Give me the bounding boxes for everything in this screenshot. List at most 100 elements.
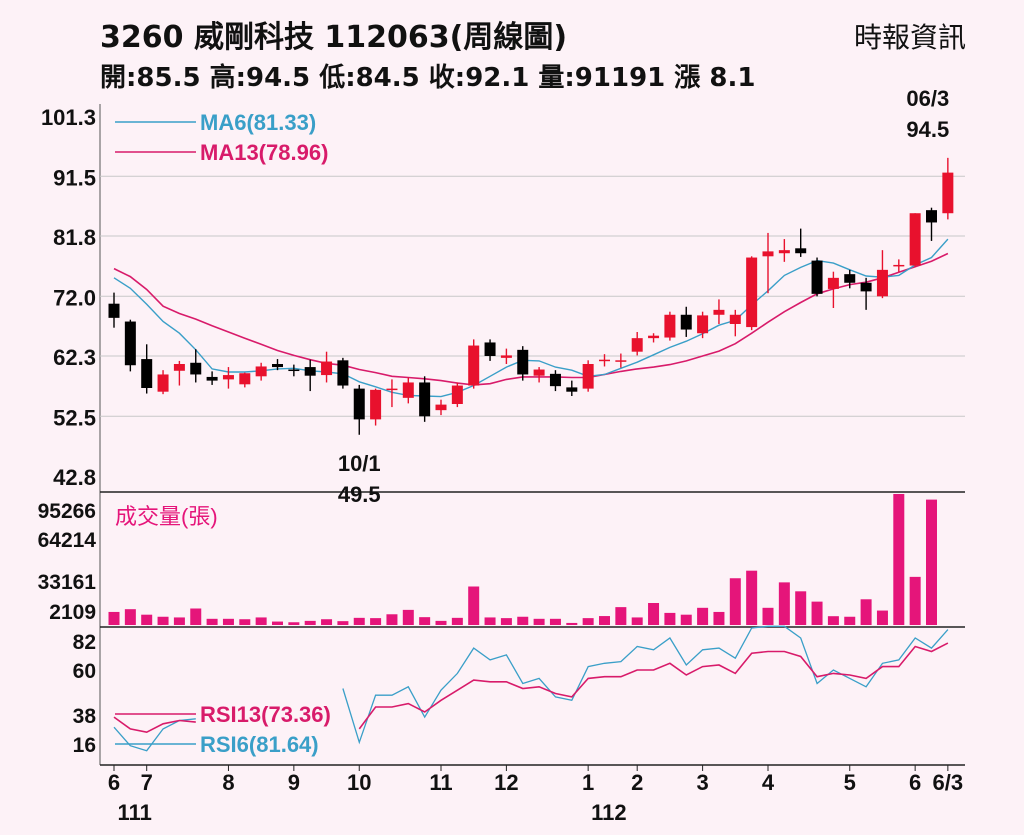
volume-bar (321, 619, 333, 625)
volume-bar (239, 619, 251, 625)
candle-body (222, 375, 234, 380)
candle-body (206, 376, 218, 381)
volume-bar (402, 609, 414, 625)
candle-body (353, 388, 365, 420)
price-tick-label: 42.8 (53, 465, 96, 490)
volume-bar (926, 499, 937, 625)
volume-bar (860, 599, 872, 625)
volume-bar (566, 622, 578, 625)
x-tick-label: 3 (696, 770, 708, 795)
candle-body (517, 349, 529, 375)
volume-bar (827, 616, 839, 625)
x-tick-label: 4 (762, 770, 775, 795)
candle-body (255, 366, 267, 377)
candle-body (631, 338, 643, 352)
volume-bar (386, 614, 398, 625)
volume-bar (304, 620, 316, 625)
x-tick-label: 10 (347, 770, 371, 795)
volume-bar (124, 609, 136, 625)
x-tick-label: 9 (288, 770, 300, 795)
candle-body (435, 404, 447, 411)
volume-bar (697, 607, 709, 625)
candle-body (599, 359, 610, 362)
high-annotation-value: 94.5 (906, 117, 949, 142)
volume-bar (288, 622, 300, 625)
candle-body (664, 314, 676, 338)
candle-body (239, 373, 251, 385)
legend-label-rsi6: RSI6(81.64) (200, 732, 319, 757)
volume-bar (795, 591, 807, 625)
ma6-line (113, 238, 949, 398)
candle-body (468, 345, 480, 386)
price-tick-label: 72.0 (53, 285, 96, 310)
candle-body (190, 362, 202, 375)
candle-body (926, 210, 937, 223)
source-label: 時報資訊 (853, 21, 966, 54)
candle-body (942, 172, 954, 214)
candle-body (451, 385, 463, 404)
candle-body (648, 335, 660, 339)
candle-body (386, 388, 398, 391)
candle-body (484, 342, 496, 356)
volume-tick-label: 95266 (38, 500, 96, 523)
volume-bar (615, 607, 627, 625)
rsi-tick-label: 16 (73, 734, 96, 757)
volume-bar (255, 617, 267, 625)
candle-body (272, 364, 283, 368)
volume-bar (173, 617, 185, 625)
axis-labels: 101.391.581.872.062.352.542.895266642143… (38, 105, 964, 825)
candle-body (713, 309, 725, 315)
candle-body (778, 250, 790, 254)
price-panel: MA6(81.33) MA13(78.96) 06/3 94.5 10/1 49.5 (108, 86, 954, 507)
x-tick-label: 8 (222, 770, 234, 795)
chart-title: 3260 威剛科技 112063(周線圖) (100, 20, 568, 55)
x-year-label: 112 (591, 800, 627, 825)
candle-body (746, 257, 758, 328)
volume-bar (451, 617, 463, 625)
candle-body (811, 260, 823, 294)
volume-bar (664, 612, 676, 625)
volume-bar (517, 616, 529, 625)
volume-bar (746, 570, 758, 625)
volume-bar (778, 582, 790, 625)
x-tick-label: 7 (141, 770, 153, 795)
legend-label-rsi13: RSI13(73.36) (200, 702, 331, 727)
volume-bar (631, 617, 643, 625)
candle-body (157, 374, 169, 392)
candle-body (108, 303, 120, 318)
volume-bar (190, 608, 202, 625)
rsi-tick-label: 38 (73, 705, 97, 728)
x-tick-label: 12 (494, 770, 518, 795)
candle-body (549, 373, 561, 387)
volume-bar (419, 617, 431, 625)
candle-body (844, 274, 856, 283)
volume-bar (893, 494, 905, 625)
rsi-panel: RSI13(73.36) RSI6(81.64) (113, 625, 949, 757)
volume-bar (435, 620, 447, 625)
candle-body (615, 360, 627, 362)
volume-bar (876, 610, 888, 625)
candle-body (141, 359, 153, 388)
candle-body (321, 361, 333, 376)
candle-body (860, 282, 872, 292)
candle-body (876, 269, 888, 297)
candle-body (680, 314, 692, 330)
rsi13-line (113, 642, 949, 734)
x-tick-label: 6 (909, 770, 921, 795)
volume-bar (157, 616, 169, 625)
price-tick-label: 101.3 (41, 105, 96, 130)
legend-label-ma6: MA6(81.33) (200, 110, 316, 135)
candle-body (288, 369, 300, 372)
x-tick-label: 5 (844, 770, 856, 795)
candle-body (729, 314, 741, 324)
candle-body (337, 360, 349, 386)
candle-body (893, 264, 905, 267)
candle-body (402, 382, 414, 398)
volume-bar (500, 618, 512, 625)
volume-title: 成交量(張) (115, 504, 218, 529)
candle-body (419, 382, 431, 417)
volume-bar (468, 586, 480, 625)
volume-bar (222, 618, 234, 625)
